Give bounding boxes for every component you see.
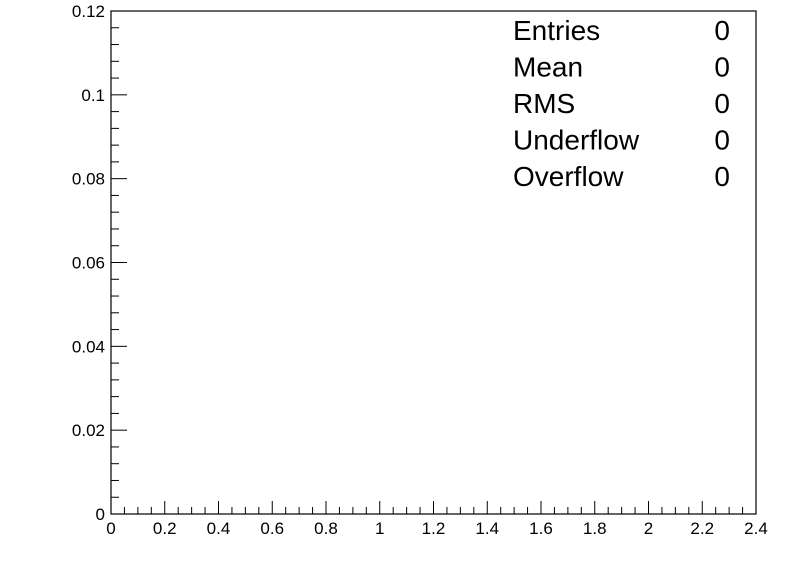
tick-marks <box>110 10 757 515</box>
stats-label: Underflow <box>513 125 640 156</box>
y-tick-label: 0 <box>96 505 105 524</box>
x-tick-label: 0.4 <box>207 519 231 538</box>
stats-label: Entries <box>513 15 600 46</box>
stats-value: 0 <box>714 161 730 192</box>
stats-box: Entries 0 Mean 0 RMS 0 Underflow 0 Overflow 0 <box>513 15 730 192</box>
x-tick-label: 0.2 <box>153 519 177 538</box>
x-tick-label: 2 <box>644 519 653 538</box>
plot-frame <box>110 10 757 515</box>
y-tick-label: 0.02 <box>72 421 105 440</box>
x-tick-label: 1 <box>375 519 384 538</box>
x-tick-label: 2.4 <box>744 519 768 538</box>
stats-value: 0 <box>714 52 730 83</box>
stats-value: 0 <box>714 15 730 46</box>
stats-value: 0 <box>714 88 730 119</box>
stats-label: RMS <box>513 88 575 119</box>
x-tick-label: 1.8 <box>583 519 607 538</box>
x-tick-label: 1.2 <box>422 519 446 538</box>
y-tick-label: 0.06 <box>72 254 105 273</box>
y-tick-label: 0.12 <box>72 2 105 21</box>
x-tick-label: 1.6 <box>529 519 553 538</box>
x-tick-label: 0 <box>106 519 115 538</box>
stats-value: 0 <box>714 125 730 156</box>
stats-label: Overflow <box>513 161 624 192</box>
x-tick-label: 2.2 <box>690 519 714 538</box>
tick-labels: 0 0.2 0.4 0.6 0.8 1 1.2 1.4 1.6 1.8 2 2.2 2.4 0 0.02 0.… <box>72 2 768 538</box>
x-tick-label: 1.4 <box>475 519 499 538</box>
y-tick-label: 0.04 <box>72 337 105 356</box>
x-tick-label: 0.6 <box>260 519 284 538</box>
stats-label: Mean <box>513 52 583 83</box>
y-tick-label: 0.08 <box>72 170 105 189</box>
y-tick-label: 0.1 <box>81 86 105 105</box>
x-tick-label: 0.8 <box>314 519 338 538</box>
